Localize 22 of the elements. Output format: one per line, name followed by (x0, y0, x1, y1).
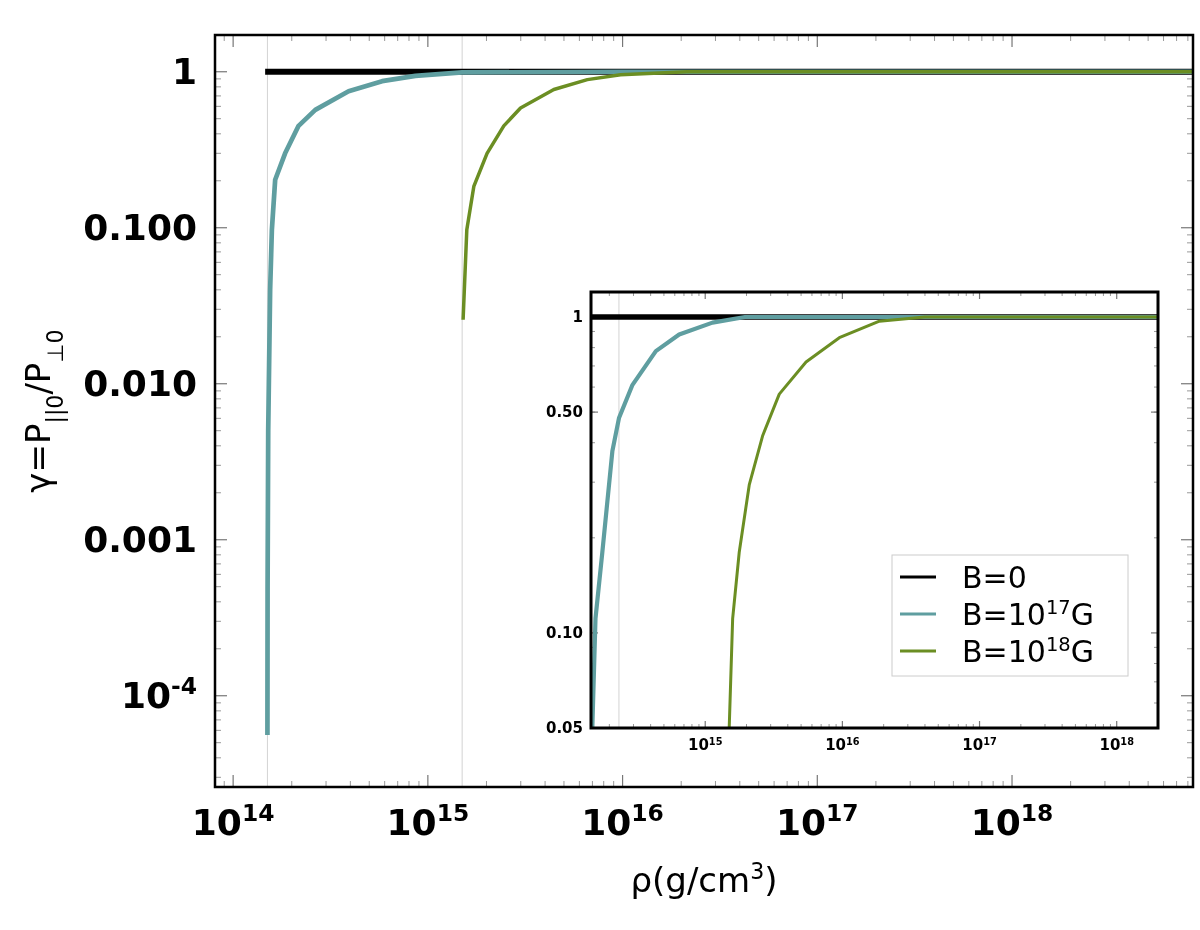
y-tick-label: 10$^{-4}$ (120, 672, 197, 717)
x-tick-label: 10$^{17}$ (775, 799, 859, 843)
x-tick-label: 10$^{18}$ (970, 799, 1054, 843)
y-tick-label: 0.001 (83, 519, 197, 561)
legend-label: B=10$^{18}$G (962, 632, 1094, 669)
legend-label: B=0 (962, 560, 1027, 595)
y-tick-label: 0.50 (545, 403, 583, 422)
y-tick-label: 0.10 (545, 624, 583, 643)
y-tick-label: 0.05 (545, 719, 583, 738)
x-tick-label: 10$^{16}$ (581, 799, 664, 843)
y-tick-label: 0.010 (83, 363, 197, 405)
x-tick-label: 10$^{18}$ (1099, 735, 1135, 754)
y-tick-label: 1 (572, 308, 583, 327)
x-tick-label: 10$^{15}$ (386, 799, 470, 843)
x-tick-label: 10$^{16}$ (825, 735, 860, 754)
y-tick-label: 1 (171, 51, 197, 93)
legend-label: B=10$^{17}$G (962, 595, 1094, 632)
x-axis-title: ρ(g/cm$^{3}$) (630, 858, 778, 900)
x-tick-label: 10$^{14}$ (191, 799, 275, 843)
x-tick-label: 10$^{17}$ (962, 735, 997, 754)
y-tick-label: 0.100 (83, 207, 197, 249)
x-tick-label: 10$^{15}$ (687, 735, 723, 754)
